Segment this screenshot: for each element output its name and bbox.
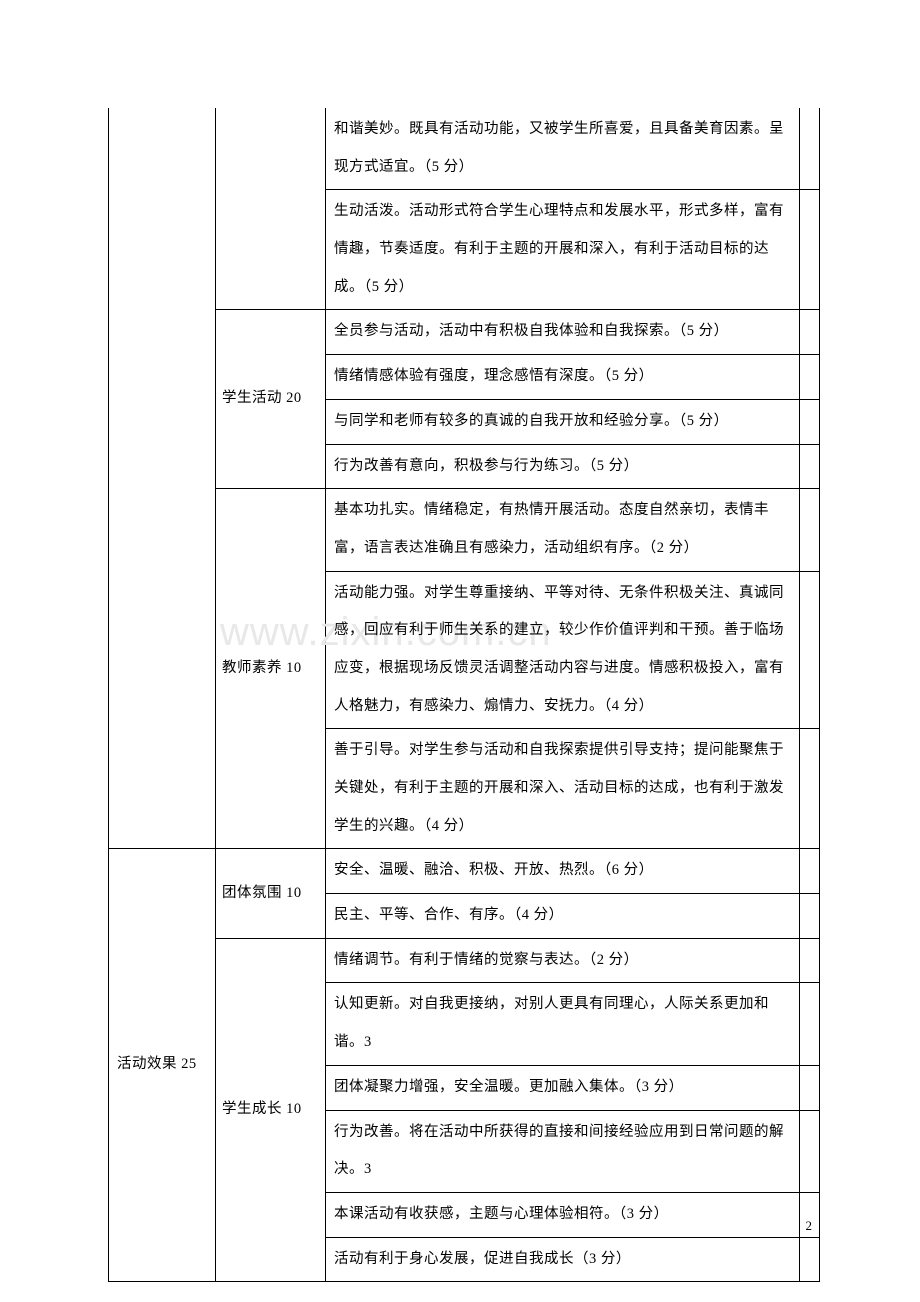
criteria-cell: 民主、平等、合作、有序。（4 分） (326, 894, 800, 939)
criteria-cell: 安全、温暖、融洽、积极、开放、热烈。（6 分） (326, 849, 800, 894)
score-cell (800, 444, 820, 489)
score-cell (800, 1237, 820, 1282)
score-cell (800, 355, 820, 400)
criteria-cell: 和谐美妙。既具有活动功能，又被学生所喜爱，且具备美育因素。呈现方式适宜。（5 分… (326, 108, 800, 190)
group2-label: 学生活动 20 (216, 310, 326, 489)
page-number: 2 (806, 1218, 813, 1234)
table-row: 教师素养 10 基本功扎实。情绪稳定，有热情开展活动。态度自然亲切，表情丰富，语… (109, 489, 820, 571)
section1-col1 (109, 108, 216, 849)
group3-label: 教师素养 10 (216, 489, 326, 849)
criteria-cell: 认知更新。对自我更接纳，对别人更具有同理心，人际关系更加和谐。3 (326, 983, 800, 1065)
table-row: 学生活动 20 全员参与活动，活动中有积极自我体验和自我探索。（5 分） (109, 310, 820, 355)
section2-col1: 活动效果 25 (109, 849, 216, 1282)
criteria-cell: 善于引导。对学生参与活动和自我探索提供引导支持；提问能聚焦于关键处，有利于主题的… (326, 729, 800, 849)
score-cell (800, 190, 820, 310)
criteria-cell: 活动有利于身心发展，促进自我成长（3 分） (326, 1237, 800, 1282)
table-row: 和谐美妙。既具有活动功能，又被学生所喜爱，且具备美育因素。呈现方式适宜。（5 分… (109, 108, 820, 190)
criteria-cell: 生动活泼。活动形式符合学生心理特点和发展水平，形式多样，富有情趣，节奏适度。有利… (326, 190, 800, 310)
score-cell (800, 849, 820, 894)
criteria-cell: 行为改善。将在活动中所获得的直接和间接经验应用到日常问题的解决。3 (326, 1110, 800, 1192)
group1-label-s2: 团体氛围 10 (216, 849, 326, 938)
score-cell (800, 108, 820, 190)
group1-label (216, 108, 326, 310)
criteria-cell: 行为改善有意向，积极参与行为练习。（5 分） (326, 444, 800, 489)
page-container: 和谐美妙。既具有活动功能，又被学生所喜爱，且具备美育因素。呈现方式适宜。（5 分… (0, 0, 920, 1282)
criteria-cell: 本课活动有收获感，主题与心理体验相符。（3 分） (326, 1192, 800, 1237)
score-cell (800, 399, 820, 444)
score-cell (800, 310, 820, 355)
group2-label-s2: 学生成长 10 (216, 938, 326, 1282)
score-cell (800, 983, 820, 1065)
criteria-cell: 团体凝聚力增强，安全温暖。更加融入集体。（3 分） (326, 1065, 800, 1110)
criteria-cell: 活动能力强。对学生尊重接纳、平等对待、无条件积极关注、真诚同感，回应有利于师生关… (326, 571, 800, 729)
score-cell (800, 938, 820, 983)
evaluation-table: 和谐美妙。既具有活动功能，又被学生所喜爱，且具备美育因素。呈现方式适宜。（5 分… (108, 108, 820, 1282)
criteria-cell: 情绪调节。有利于情绪的觉察与表达。（2 分） (326, 938, 800, 983)
criteria-cell: 基本功扎实。情绪稳定，有热情开展活动。态度自然亲切，表情丰富，语言表达准确且有感… (326, 489, 800, 571)
score-cell (800, 894, 820, 939)
table-row: 活动效果 25 团体氛围 10 安全、温暖、融洽、积极、开放、热烈。（6 分） (109, 849, 820, 894)
criteria-cell: 全员参与活动，活动中有积极自我体验和自我探索。（5 分） (326, 310, 800, 355)
score-cell (800, 1065, 820, 1110)
criteria-cell: 与同学和老师有较多的真诚的自我开放和经验分享。（5 分） (326, 399, 800, 444)
criteria-cell: 情绪情感体验有强度，理念感悟有深度。（5 分） (326, 355, 800, 400)
score-cell (800, 729, 820, 849)
score-cell (800, 1110, 820, 1192)
score-cell (800, 571, 820, 729)
table-row: 学生成长 10 情绪调节。有利于情绪的觉察与表达。（2 分） (109, 938, 820, 983)
score-cell (800, 489, 820, 571)
